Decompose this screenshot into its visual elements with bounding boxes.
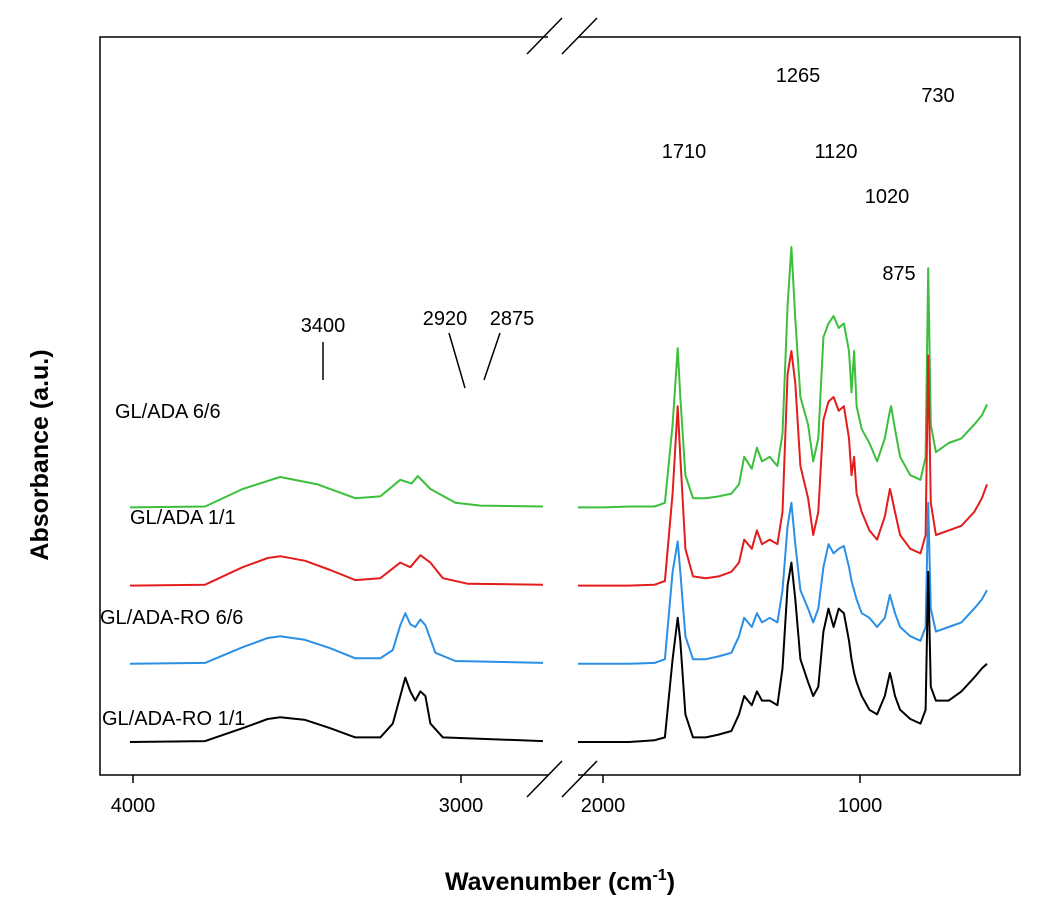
- spectra-series: [129, 246, 988, 743]
- peak-label-2920: 2920: [423, 308, 468, 330]
- break-slash-1: [561, 17, 598, 55]
- peak-label-3400: 3400: [301, 315, 346, 337]
- peak-label-1120: 1120: [814, 141, 857, 163]
- series-labels: GL/ADA 6/6 GL/ADA 1/1 GL/ADA-RO 6/6 GL/ADA-…: [100, 401, 245, 730]
- series-line-0-right: [578, 246, 988, 509]
- peak-labels: 3400 2920 2875 1710 1265 1120 1020 875 730: [301, 65, 955, 389]
- series-line-3-left: [129, 676, 544, 743]
- peak-label-875: 875: [882, 263, 915, 285]
- peak-leader-1: [448, 332, 466, 389]
- x-tick-label-3: 1000: [838, 795, 883, 817]
- series-line-2-left: [129, 612, 544, 665]
- series-label-1: GL/ADA 1/1: [130, 507, 236, 529]
- peak-label-1710: 1710: [662, 141, 707, 163]
- x-axis-ticks: 4000 3000 2000 1000: [111, 775, 883, 817]
- peak-label-1020: 1020: [865, 186, 910, 208]
- series-line-2-right: [578, 501, 988, 665]
- series-line-1-left: [129, 554, 544, 587]
- peak-label-2875: 2875: [490, 308, 535, 330]
- y-axis-title: Absorbance (a.u.): [26, 349, 54, 560]
- break-gap-bottom: [548, 763, 578, 787]
- plot-frame: [99, 36, 1021, 776]
- series-line-3-right: [578, 561, 988, 743]
- axis-break: [526, 17, 598, 798]
- peak-label-1265: 1265: [776, 65, 821, 87]
- peak-label-730: 730: [921, 85, 954, 107]
- break-slash-0: [526, 17, 563, 55]
- series-label-0: GL/ADA 6/6: [115, 401, 221, 423]
- series-label-3: GL/ADA-RO 1/1: [102, 708, 245, 730]
- x-tick-label-2: 2000: [581, 795, 626, 817]
- series-line-0-left: [129, 475, 544, 509]
- x-tick-label-1: 3000: [439, 795, 484, 817]
- x-axis-title: Wavenumber (cm-1): [445, 867, 675, 896]
- series-line-1-right: [578, 350, 988, 587]
- break-gap-top: [548, 25, 578, 49]
- x-tick-label-0: 4000: [111, 795, 156, 817]
- peak-leader-2: [483, 332, 501, 381]
- break-slash-2: [526, 760, 563, 798]
- break-slash-3: [561, 760, 598, 798]
- series-label-2: GL/ADA-RO 6/6: [100, 607, 243, 629]
